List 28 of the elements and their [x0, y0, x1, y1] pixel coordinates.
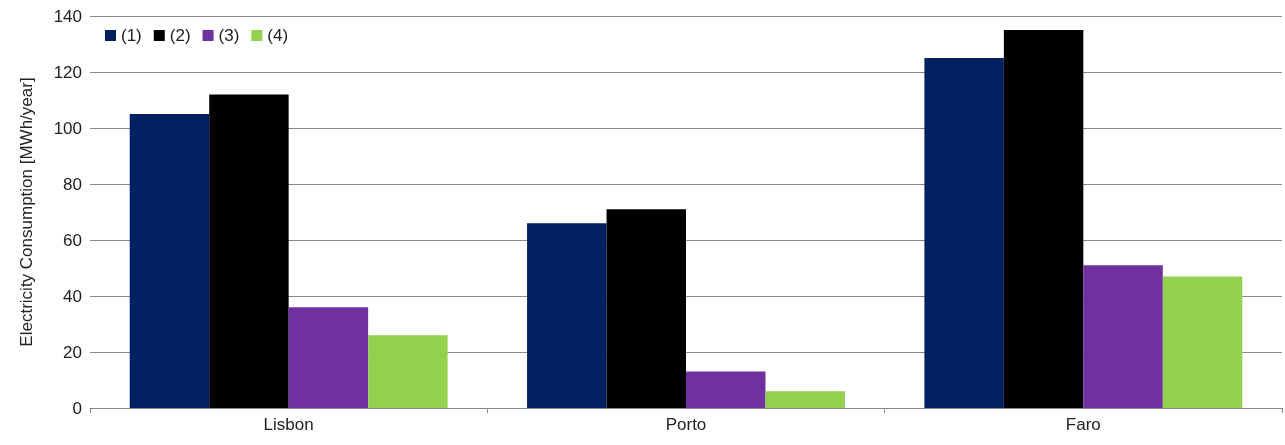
- bar: [1003, 30, 1084, 408]
- x-tick-label: Faro: [1065, 415, 1101, 434]
- bar: [129, 114, 210, 408]
- y-tick-label: 60: [63, 230, 82, 250]
- y-axis-title: Electricity Consumption [MWh/year]: [17, 77, 36, 347]
- bar: [1162, 276, 1243, 408]
- bar: [1083, 265, 1163, 408]
- bar: [924, 58, 1004, 408]
- legend-label: (4): [267, 26, 289, 45]
- bar: [765, 391, 845, 408]
- bar: [606, 209, 686, 408]
- y-tick-label: 40: [63, 286, 82, 306]
- bar: [368, 335, 448, 408]
- y-tick-label: 0: [72, 398, 82, 418]
- bar: [686, 371, 766, 408]
- bar: [527, 223, 607, 408]
- y-tick-label: 140: [53, 6, 82, 26]
- legend-label: (3): [218, 26, 240, 45]
- y-tick-label: 100: [53, 118, 82, 138]
- y-tick-label: 20: [63, 342, 82, 362]
- x-tick-label: Porto: [665, 415, 707, 434]
- legend-label: (1): [121, 26, 142, 45]
- y-tick-label: 120: [53, 62, 82, 82]
- bar: [288, 307, 369, 408]
- bar: [209, 94, 289, 408]
- legend-label: (2): [169, 26, 191, 45]
- y-tick-label: 80: [63, 174, 82, 194]
- x-tick-label: Lisbon: [263, 415, 314, 434]
